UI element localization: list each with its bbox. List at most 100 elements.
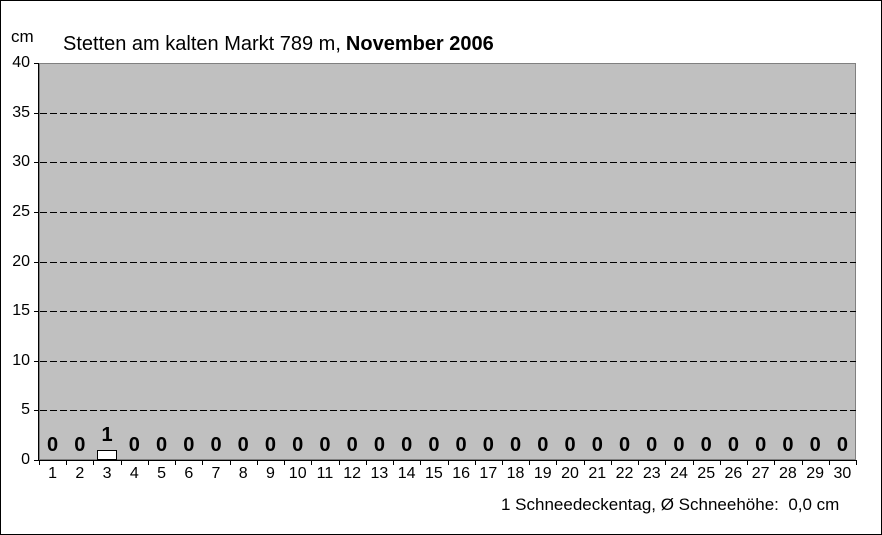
y-axis-tick [34, 162, 39, 163]
y-axis-tick-label: 30 [12, 153, 30, 170]
gridline-25cm [40, 212, 856, 213]
gridline-15cm [40, 311, 856, 312]
x-axis-tick [366, 461, 367, 465]
x-axis-day-label: 7 [211, 465, 221, 482]
x-axis-day-label: 3 [102, 465, 112, 482]
x-axis-tick [257, 461, 258, 465]
x-axis-tick [121, 461, 122, 465]
x-axis-day-label: 17 [479, 465, 498, 482]
value-label-day-23: 0 [646, 434, 658, 456]
value-label-day-27: 0 [755, 434, 767, 456]
x-axis-day-label: 14 [397, 465, 416, 482]
value-label-day-24: 0 [673, 434, 685, 456]
x-axis-day-label: 16 [452, 465, 470, 482]
x-axis-day-label: 12 [343, 465, 362, 482]
x-axis-day-label: 6 [184, 465, 194, 482]
x-axis-tick [747, 461, 748, 465]
x-axis-tick [311, 461, 312, 465]
x-axis-tick [448, 461, 449, 465]
x-axis-tick [39, 461, 40, 465]
value-label-day-15: 0 [428, 434, 440, 456]
x-axis-day-label: 26 [724, 465, 743, 482]
value-label-day-19: 0 [537, 434, 549, 456]
y-axis-tick [34, 212, 39, 213]
x-axis-day-label: 1 [48, 465, 58, 482]
y-axis-tick-label: 35 [12, 104, 30, 121]
x-axis-tick [693, 461, 694, 465]
value-label-day-17: 0 [482, 434, 494, 456]
x-axis-tick [638, 461, 639, 465]
y-axis-tick [34, 262, 39, 263]
x-axis-day-label: 2 [75, 465, 85, 482]
x-axis-day-label: 15 [424, 465, 443, 482]
value-label-day-16: 0 [455, 434, 467, 456]
y-axis-tick-label: 15 [12, 302, 30, 319]
value-label-day-28: 0 [782, 434, 794, 456]
x-axis-day-label: 24 [670, 465, 688, 482]
x-axis-day-label: 25 [697, 465, 716, 482]
x-axis-day-label: 29 [806, 465, 825, 482]
value-label-day-11: 0 [319, 434, 331, 456]
y-axis-tick [34, 361, 39, 362]
x-axis-day-label: 28 [779, 465, 797, 482]
x-axis-tick [829, 461, 830, 465]
x-axis-tick [475, 461, 476, 465]
gridline-5cm [40, 410, 856, 411]
bar-day-3 [97, 450, 117, 460]
x-axis-day-label: 18 [506, 465, 525, 482]
value-label-day-2: 0 [74, 434, 86, 456]
x-axis-tick [502, 461, 503, 465]
y-axis-tick-label: 25 [12, 203, 30, 220]
value-label-day-30: 0 [836, 434, 848, 456]
x-axis-day-label: 23 [642, 465, 661, 482]
y-axis-tick [34, 113, 39, 114]
x-axis-day-label: 4 [129, 465, 139, 482]
x-axis-tick [556, 461, 557, 465]
x-axis-tick [175, 461, 176, 465]
x-axis-day-label: 13 [370, 465, 389, 482]
y-axis-tick-label: 40 [12, 54, 30, 71]
x-axis-day-label: 21 [588, 465, 607, 482]
x-axis-day-label: 10 [288, 465, 307, 482]
value-label-day-20: 0 [564, 434, 576, 456]
value-label-day-6: 0 [183, 434, 195, 456]
value-label-day-14: 0 [401, 434, 413, 456]
value-label-day-7: 0 [210, 434, 222, 456]
gridline-30cm [40, 162, 856, 163]
value-label-day-21: 0 [591, 434, 603, 456]
x-axis-tick [420, 461, 421, 465]
y-axis-tick-label: 0 [21, 451, 30, 468]
value-label-day-5: 0 [155, 434, 168, 456]
value-label-day-3: 1 [101, 424, 113, 446]
x-axis-tick [202, 461, 203, 465]
chart-title: Stetten am kalten Markt 789 m, November 2… [63, 33, 494, 56]
x-axis-tick [856, 461, 857, 465]
x-axis-day-label: 27 [751, 465, 770, 482]
x-axis-tick [393, 461, 394, 465]
x-axis-day-label: 19 [533, 465, 552, 482]
x-axis-day-label: 9 [266, 465, 275, 482]
plot-area [39, 63, 856, 460]
y-axis-tick-label: 5 [21, 401, 30, 418]
chart-title-location: Stetten am kalten Markt 789 m, [63, 33, 341, 55]
x-axis-day-label: 30 [833, 465, 852, 482]
x-axis-tick [665, 461, 666, 465]
value-label-day-10: 0 [292, 434, 304, 456]
x-axis-tick [529, 461, 530, 465]
y-axis-unit-label: cm [11, 27, 34, 46]
gridline-35cm [40, 113, 856, 114]
x-axis-day-label: 5 [157, 465, 166, 482]
x-axis-tick [148, 461, 149, 465]
value-label-day-29: 0 [809, 434, 821, 456]
x-axis-tick [339, 461, 340, 465]
x-axis-tick [611, 461, 612, 465]
x-axis-tick [230, 461, 231, 465]
x-axis-tick [584, 461, 585, 465]
value-label-day-12: 0 [346, 434, 358, 456]
y-axis-tick [34, 410, 39, 411]
value-label-day-22: 0 [618, 434, 631, 456]
value-label-day-26: 0 [727, 434, 739, 456]
y-axis-line [38, 63, 39, 461]
value-label-day-1: 0 [47, 434, 59, 456]
